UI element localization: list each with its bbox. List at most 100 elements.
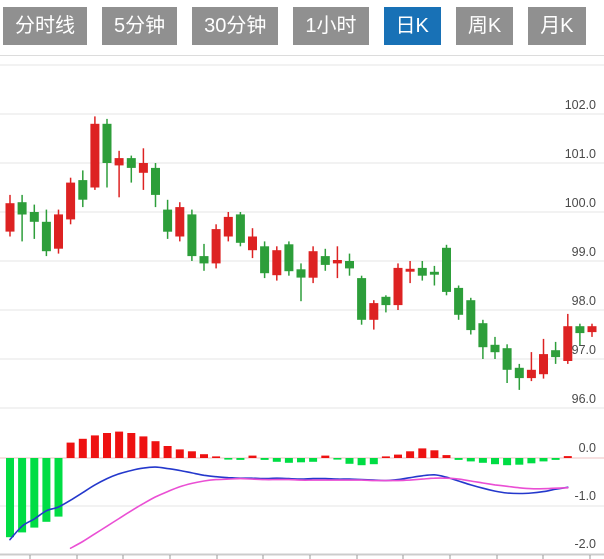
candle	[466, 297, 476, 335]
macd-bar	[248, 455, 257, 458]
candle	[429, 265, 439, 286]
kline-chart[interactable]: 102.0 101.0 100.0 99.0 98.0 97.0 96.0	[0, 55, 604, 420]
macd-bar	[284, 458, 293, 463]
candle	[248, 228, 257, 259]
candle	[332, 246, 342, 279]
tab-1小时[interactable]: 1小时	[293, 7, 369, 45]
candle	[308, 246, 318, 284]
y-axis-label: 96.0	[572, 392, 596, 406]
candle	[405, 261, 415, 284]
kline-y-axis-labels: 102.0 101.0 100.0 99.0 98.0 97.0 96.0	[565, 98, 596, 406]
candle	[5, 194, 15, 237]
macd-bar	[381, 456, 390, 458]
macd-bar	[357, 458, 366, 466]
macd-bar	[478, 458, 487, 463]
macd-bar	[321, 455, 330, 458]
macd-bar	[369, 458, 378, 465]
macd-bar	[163, 446, 172, 458]
candle	[357, 275, 367, 325]
candle	[587, 323, 597, 337]
tab-日K[interactable]: 日K	[383, 7, 441, 45]
macd-bar	[454, 458, 463, 460]
candle	[575, 323, 585, 346]
y-axis-label: 102.0	[565, 98, 596, 112]
candle	[454, 285, 464, 320]
y-axis-label: 97.0	[572, 343, 596, 357]
tab-5分钟[interactable]: 5分钟	[102, 7, 178, 45]
candle	[78, 170, 88, 208]
macd-bar	[527, 458, 536, 464]
y-axis-label: 99.0	[572, 245, 596, 259]
macd-bar	[236, 458, 245, 460]
candle	[211, 224, 221, 269]
macd-bar	[187, 451, 196, 458]
candle	[17, 194, 27, 242]
tabbar-divider	[0, 55, 604, 56]
candle	[163, 199, 173, 239]
macd-bar	[491, 458, 499, 465]
macd-y-axis-labels: 0.0 -1.0 -2.0	[574, 441, 596, 551]
macd-bar	[272, 458, 281, 462]
macd-bar	[442, 455, 451, 458]
macd-bar	[406, 451, 415, 458]
macd-bar	[66, 442, 75, 458]
candle	[345, 253, 354, 276]
tab-30分钟[interactable]: 30分钟	[192, 7, 279, 45]
candle	[102, 118, 112, 188]
y-axis-label: -1.0	[574, 489, 596, 503]
y-axis-label: 101.0	[565, 147, 596, 161]
macd-bar	[200, 454, 208, 458]
macd-bar	[466, 458, 475, 462]
macd-bar	[175, 449, 184, 458]
candle	[502, 344, 512, 383]
macd-bar	[260, 458, 269, 460]
candle	[54, 209, 63, 254]
tab-周K[interactable]: 周K	[455, 7, 514, 45]
candle	[563, 313, 573, 364]
dea-line	[69, 477, 569, 549]
macd-bar	[30, 458, 39, 528]
candles	[5, 116, 597, 390]
candle	[151, 163, 160, 208]
y-axis-label: 100.0	[565, 196, 596, 210]
macd-bar	[6, 458, 14, 538]
macd-bar	[539, 458, 548, 462]
candle	[296, 263, 306, 302]
candle	[29, 204, 39, 239]
macd-bar	[418, 448, 427, 458]
macd-bar	[115, 431, 124, 458]
macd-bar	[345, 458, 354, 464]
candle	[539, 338, 548, 379]
candle	[187, 209, 197, 261]
macd-bar	[430, 450, 439, 458]
macd-bar	[151, 441, 160, 458]
candle	[417, 261, 427, 281]
candle	[526, 352, 536, 382]
macd-bar	[90, 435, 99, 458]
tab-月K[interactable]: 月K	[528, 7, 586, 45]
macd-bar	[394, 454, 402, 458]
macd-bar	[333, 458, 342, 460]
dif-line	[9, 466, 569, 541]
tab-分时线[interactable]: 分时线	[3, 7, 87, 45]
macd-chart[interactable]: 0.0 -1.0 -2.0	[0, 420, 604, 559]
candle	[442, 244, 451, 296]
macd-bar	[224, 458, 233, 460]
x-axis-ticks	[29, 555, 591, 559]
kline-gridlines	[0, 64, 604, 409]
macd-bar	[503, 458, 512, 466]
candle	[260, 241, 270, 279]
macd-bar	[563, 456, 572, 458]
candle	[514, 363, 524, 390]
candle	[175, 202, 185, 242]
candle	[66, 177, 76, 225]
candle	[381, 295, 391, 313]
macd-bar	[309, 458, 318, 462]
candle	[284, 241, 294, 276]
candle	[478, 319, 488, 359]
candle	[114, 150, 124, 198]
candle	[272, 246, 282, 281]
candle	[41, 209, 51, 257]
y-axis-label: 98.0	[572, 294, 596, 308]
macd-bar	[127, 433, 136, 458]
